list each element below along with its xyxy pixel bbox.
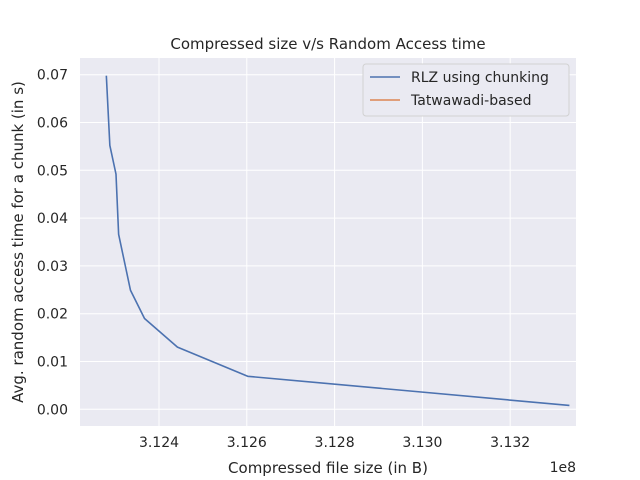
legend-label-tatwawadi: Tatwawadi-based	[410, 93, 531, 109]
plot-background	[80, 58, 576, 426]
x-tick-label: 3.128	[315, 435, 355, 451]
x-offset-label: 1e8	[550, 460, 576, 476]
y-tick-label: 0.03	[37, 259, 68, 275]
grid	[80, 58, 576, 426]
y-tick-label: 0.06	[37, 116, 68, 132]
y-tick-label: 0.01	[37, 354, 68, 370]
y-axis-label: Avg. random access time for a chunk (in …	[9, 81, 27, 403]
y-tick-label: 0.02	[37, 307, 68, 323]
legend: RLZ using chunking Tatwawadi-based	[362, 63, 570, 117]
chart-title: Compressed size v/s Random Access time	[170, 35, 485, 53]
x-tick-label: 3.132	[490, 435, 530, 451]
y-tick-labels: 0.00 0.01 0.02 0.03 0.04 0.05 0.06 0.07	[37, 68, 68, 419]
y-tick-label: 0.00	[37, 402, 68, 418]
legend-box	[362, 63, 570, 117]
series-line-0	[105, 75, 570, 407]
x-tick-label: 3.126	[227, 435, 267, 451]
legend-label-rlz: RLZ using chunking	[411, 70, 549, 86]
y-tick-label: 0.07	[37, 68, 68, 84]
series-layer	[105, 75, 570, 407]
x-axis-label: Compressed file size (in B)	[228, 459, 428, 477]
y-tick-label: 0.05	[37, 163, 68, 179]
y-tick-label: 0.04	[37, 211, 68, 227]
x-tick-label: 3.124	[139, 435, 179, 451]
x-tick-labels: 3.124 3.126 3.128 3.130 3.132	[139, 435, 530, 451]
x-tick-label: 3.130	[402, 435, 442, 451]
